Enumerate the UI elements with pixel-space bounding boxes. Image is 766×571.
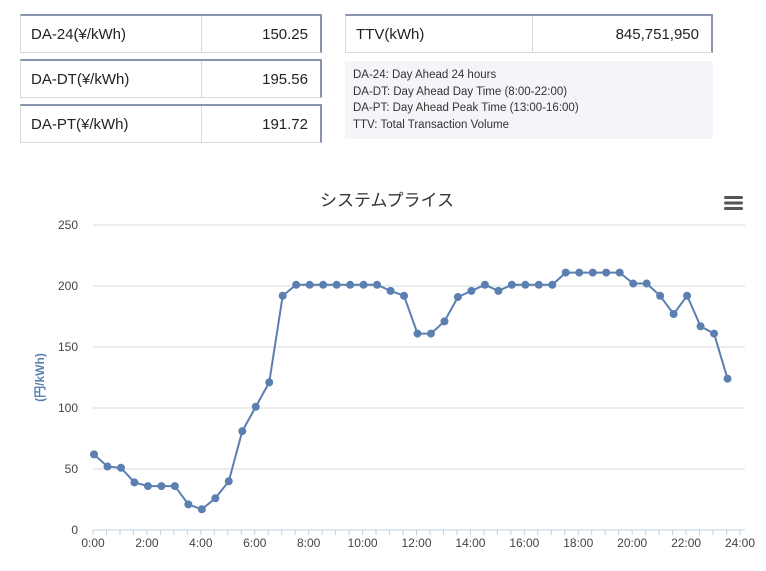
dadt-label: DA-DT(¥/kWh) bbox=[21, 61, 202, 97]
data-point[interactable] bbox=[292, 280, 301, 289]
data-point[interactable] bbox=[710, 329, 719, 338]
data-point[interactable] bbox=[130, 478, 139, 487]
data-point[interactable] bbox=[197, 505, 206, 514]
series-line bbox=[93, 271, 729, 511]
y-tick-label: 100 bbox=[58, 401, 78, 415]
data-point[interactable] bbox=[669, 310, 678, 319]
ttv-label: TTV(kWh) bbox=[346, 16, 533, 52]
data-point[interactable] bbox=[278, 291, 287, 300]
note-dapt: DA-PT: Day Ahead Peak Time (13:00-16:00) bbox=[353, 102, 579, 114]
y-tick-label: 200 bbox=[58, 279, 78, 293]
x-tick-label: 22:00 bbox=[671, 536, 701, 550]
data-point[interactable] bbox=[116, 463, 125, 472]
y-tick-label: 50 bbox=[65, 462, 79, 476]
dapt-value: 191.72 bbox=[262, 115, 308, 133]
data-point[interactable] bbox=[332, 280, 341, 289]
y-tick-label: 150 bbox=[58, 340, 78, 354]
data-point[interactable] bbox=[251, 402, 260, 411]
data-point[interactable] bbox=[602, 268, 611, 277]
dapt-box: DA-PT(¥/kWh) 191.72 bbox=[20, 104, 322, 143]
ttv-box: TTV(kWh) 845,751,950 bbox=[345, 14, 713, 53]
data-point[interactable] bbox=[696, 322, 705, 331]
data-point[interactable] bbox=[373, 280, 382, 289]
dapt-label: DA-PT(¥/kWh) bbox=[21, 106, 202, 142]
note-da24: DA-24: Day Ahead 24 hours bbox=[353, 69, 497, 81]
data-point[interactable] bbox=[386, 286, 395, 295]
x-tick-label: 4:00 bbox=[189, 536, 213, 550]
data-point[interactable] bbox=[494, 286, 503, 295]
x-tick-label: 16:00 bbox=[509, 536, 539, 550]
dadt-box: DA-DT(¥/kWh) 195.56 bbox=[20, 59, 322, 98]
data-point[interactable] bbox=[548, 280, 557, 289]
data-point[interactable] bbox=[184, 500, 193, 509]
data-point[interactable] bbox=[723, 374, 732, 383]
data-point[interactable] bbox=[561, 268, 570, 277]
da24-value: 150.25 bbox=[262, 25, 308, 43]
data-point[interactable] bbox=[615, 268, 624, 277]
data-point[interactable] bbox=[642, 279, 651, 288]
x-tick-label: 20:00 bbox=[617, 536, 647, 550]
x-tick-label: 2:00 bbox=[135, 536, 159, 550]
data-point[interactable] bbox=[683, 291, 692, 300]
data-point[interactable] bbox=[534, 280, 543, 289]
chart-title: システムプライス bbox=[320, 191, 454, 210]
data-point[interactable] bbox=[588, 268, 597, 277]
dadt-value: 195.56 bbox=[262, 70, 308, 88]
data-point[interactable] bbox=[265, 378, 274, 387]
y-axis-label: (円/kWh) bbox=[33, 353, 47, 402]
data-point[interactable] bbox=[507, 280, 516, 289]
y-tick-label: 250 bbox=[58, 218, 78, 232]
data-point[interactable] bbox=[346, 280, 355, 289]
data-point[interactable] bbox=[400, 291, 409, 300]
data-point[interactable] bbox=[157, 482, 166, 491]
data-point[interactable] bbox=[170, 482, 179, 491]
x-tick-label: 14:00 bbox=[455, 536, 485, 550]
note-ttv: TTV: Total Transaction Volume bbox=[353, 118, 509, 131]
data-point[interactable] bbox=[211, 494, 220, 503]
x-tick-label: 24:00 bbox=[725, 536, 755, 550]
x-tick-label: 0:00 bbox=[81, 536, 105, 550]
ttv-value: 845,751,950 bbox=[615, 25, 699, 43]
data-point[interactable] bbox=[467, 286, 476, 295]
x-tick-label: 10:00 bbox=[348, 536, 378, 550]
data-point[interactable] bbox=[656, 291, 665, 300]
da24-box: DA-24(¥/kWh) 150.25 bbox=[20, 14, 322, 53]
data-point[interactable] bbox=[143, 482, 152, 491]
data-point[interactable] bbox=[426, 329, 435, 338]
x-tick-label: 8:00 bbox=[297, 536, 321, 550]
abbreviation-notes: DA-24: Day Ahead 24 hours DA-DT: Day Ahe… bbox=[345, 61, 713, 139]
hamburger-menu-icon[interactable] bbox=[724, 196, 743, 210]
data-point[interactable] bbox=[521, 280, 530, 289]
x-tick-label: 6:00 bbox=[243, 536, 267, 550]
y-tick-label: 0 bbox=[71, 523, 78, 537]
data-point[interactable] bbox=[453, 292, 462, 301]
data-point[interactable] bbox=[319, 280, 328, 289]
data-point[interactable] bbox=[359, 280, 368, 289]
da24-label: DA-24(¥/kWh) bbox=[21, 16, 202, 52]
data-point[interactable] bbox=[575, 268, 584, 277]
x-tick-label: 18:00 bbox=[563, 536, 593, 550]
data-point[interactable] bbox=[629, 279, 638, 288]
data-point[interactable] bbox=[90, 450, 98, 459]
data-point[interactable] bbox=[480, 280, 489, 289]
data-point[interactable] bbox=[413, 329, 422, 338]
data-point[interactable] bbox=[103, 462, 112, 471]
data-point[interactable] bbox=[238, 427, 247, 436]
x-tick-label: 12:00 bbox=[401, 536, 431, 550]
price-chart: システムプライス (円/kWh) 0 50 100 150 200 250 0:00 2:00… bbox=[0, 180, 766, 566]
chart-svg: システムプライス (円/kWh) 0 50 100 150 200 250 0:00 2:00… bbox=[33, 191, 755, 550]
data-point[interactable] bbox=[440, 317, 449, 326]
data-point[interactable] bbox=[305, 280, 314, 289]
note-dadt: DA-DT: Day Ahead Day Time (8:00-22:00) bbox=[353, 85, 568, 98]
data-point[interactable] bbox=[224, 477, 233, 486]
